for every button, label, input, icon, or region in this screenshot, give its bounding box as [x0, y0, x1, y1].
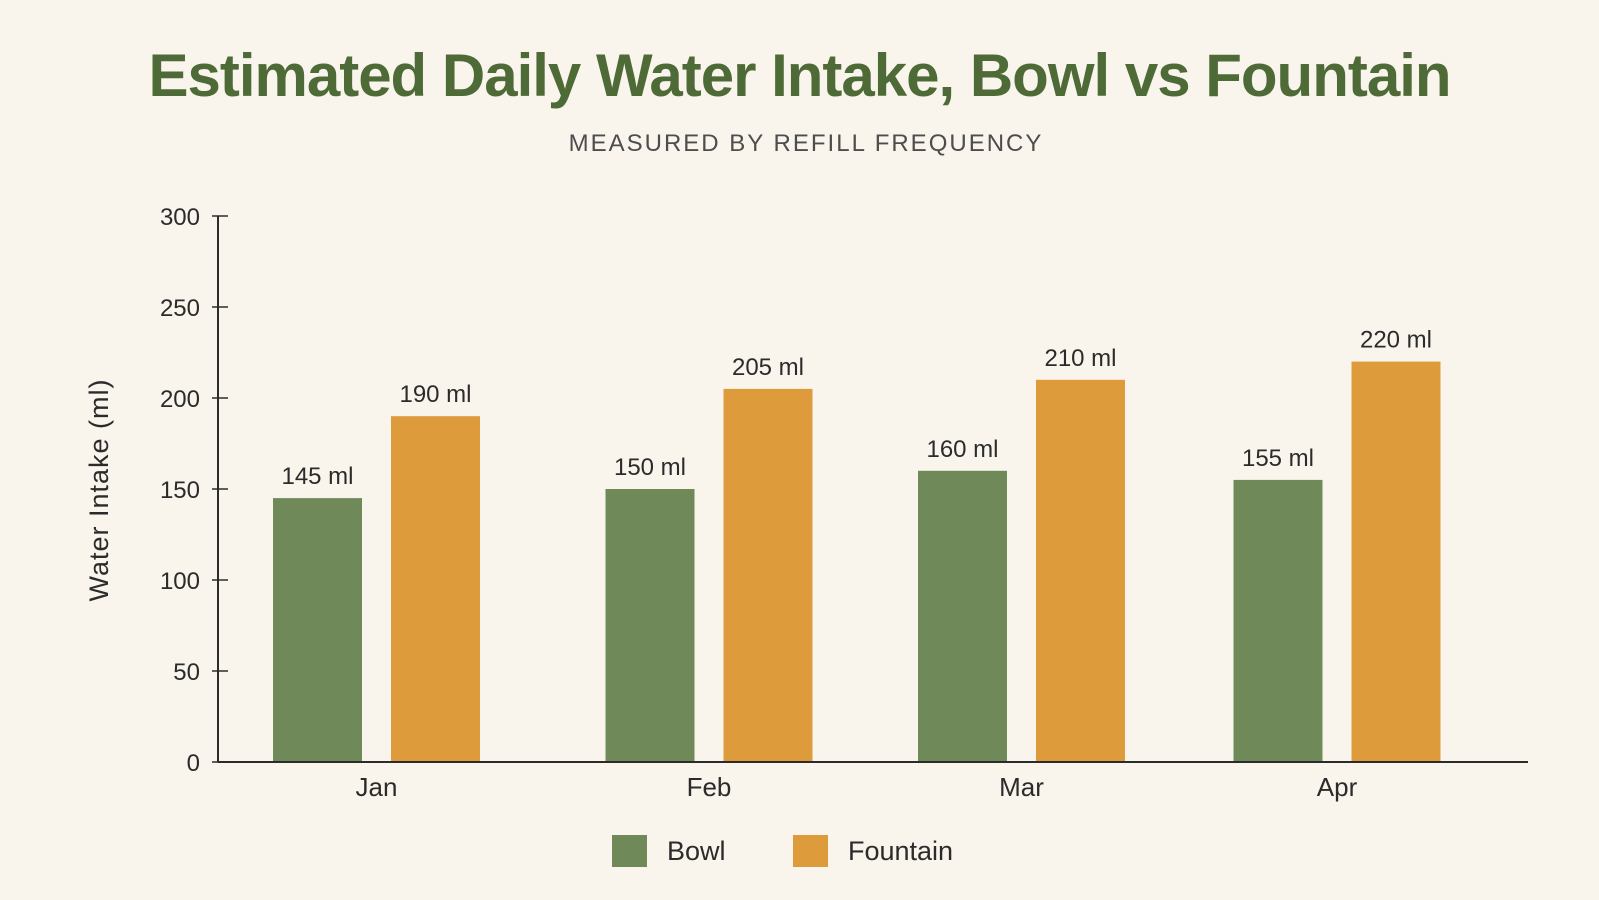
legend-swatch-fountain	[793, 835, 828, 867]
bar-fountain-feb	[723, 388, 813, 762]
y-tick-label-150: 150	[160, 477, 200, 504]
x-tick-label-feb: Feb	[687, 772, 732, 802]
x-tick-label-mar: Mar	[999, 772, 1044, 802]
bars-group: 145 ml 190 ml 150 ml 205 ml 160 ml 210 ml 155 …	[273, 327, 1441, 762]
y-tick-label-100: 100	[160, 568, 200, 595]
bar-bowl-mar	[918, 470, 1007, 762]
legend-item-bowl: Bowl	[612, 833, 726, 869]
y-axis-label-group: Water Intake (ml)	[84, 378, 114, 601]
axes-group: 0 50 100 150 200 250 300 Jan Feb Mar Apr	[160, 204, 1528, 802]
y-tick-label-50: 50	[173, 659, 200, 686]
bar-bowl-jan	[273, 498, 362, 762]
legend: Bowl Fountain	[0, 833, 1599, 869]
bar-bowl-feb	[605, 489, 695, 762]
legend-item-fountain: Fountain	[793, 833, 953, 869]
bar-fountain-jan	[391, 416, 480, 762]
data-label-fountain-jan: 190 ml	[399, 381, 471, 408]
data-label-bowl-feb: 150 ml	[614, 454, 686, 481]
y-tick-label-0: 0	[187, 750, 200, 777]
y-tick-label-250: 250	[160, 295, 200, 322]
chart-title: Estimated Daily Water Intake, Bowl vs Fo…	[148, 42, 1451, 109]
data-label-fountain-mar: 210 ml	[1044, 345, 1116, 372]
chart-subtitle: MEASURED BY REFILL FREQUENCY	[568, 130, 1044, 157]
data-label-fountain-feb: 205 ml	[732, 354, 804, 381]
legend-label-fountain: Fountain	[848, 835, 954, 866]
data-label-fountain-apr: 220 ml	[1360, 327, 1432, 354]
legend-swatch-bowl	[612, 835, 647, 867]
bar-fountain-mar	[1036, 379, 1125, 762]
bar-bowl-apr	[1233, 479, 1323, 762]
data-label-bowl-mar: 160 ml	[926, 436, 998, 463]
data-label-bowl-jan: 145 ml	[281, 463, 353, 490]
data-label-bowl-apr: 155 ml	[1242, 445, 1314, 472]
legend-label-bowl: Bowl	[667, 835, 726, 866]
x-tick-label-apr: Apr	[1317, 772, 1358, 802]
bar-fountain-apr	[1351, 361, 1441, 762]
y-tick-label-300: 300	[160, 204, 200, 231]
y-axis-label: Water Intake (ml)	[84, 378, 114, 601]
x-tick-label-jan: Jan	[356, 772, 398, 802]
y-tick-label-200: 200	[160, 386, 200, 413]
